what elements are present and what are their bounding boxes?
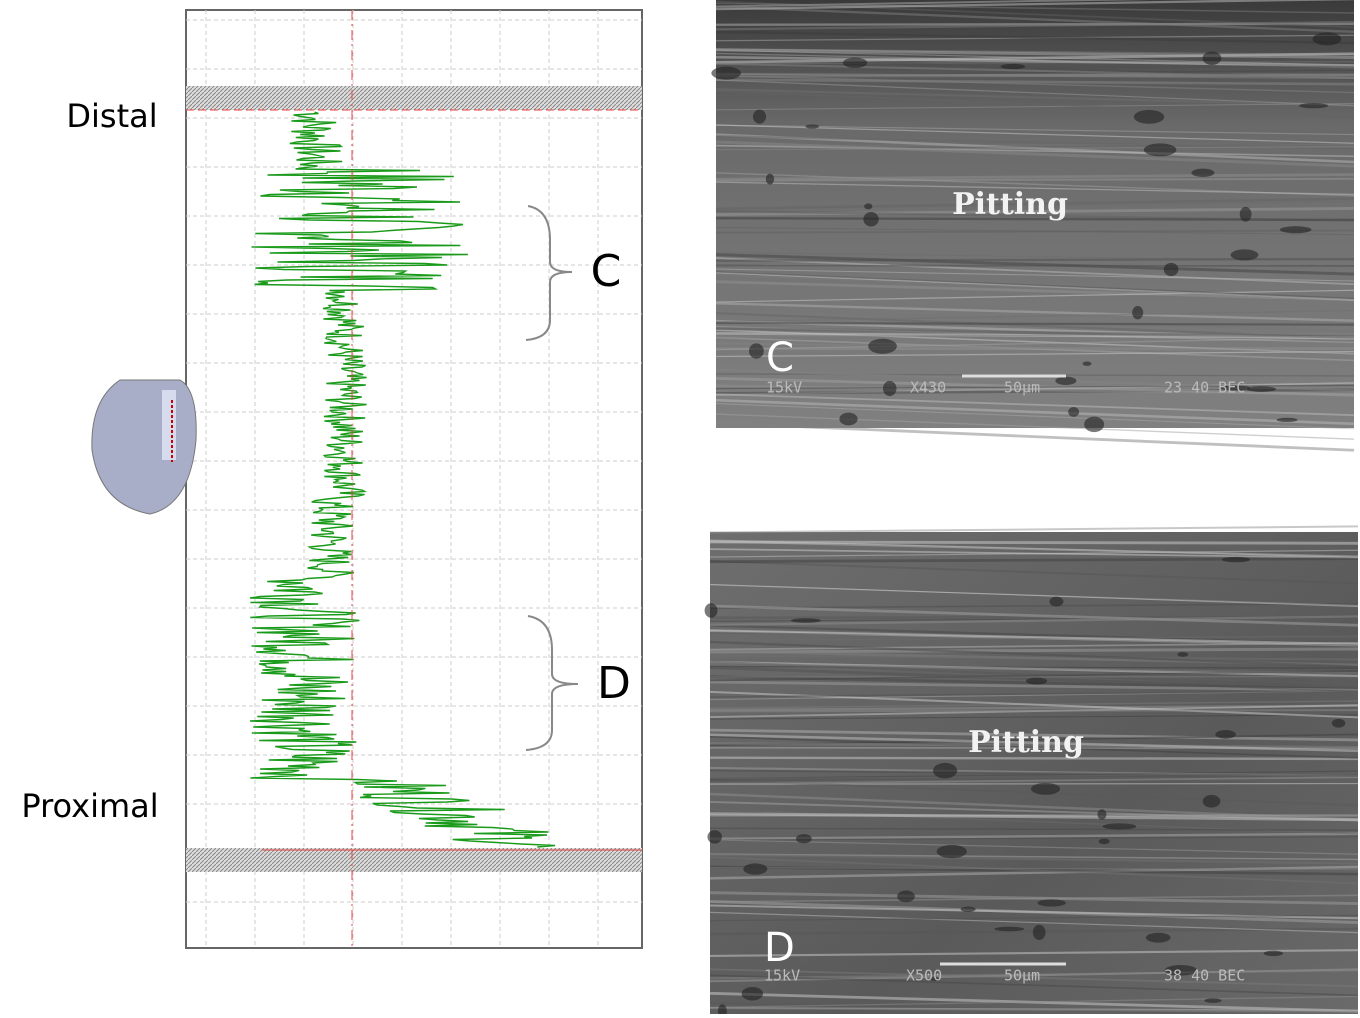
pit	[1031, 783, 1060, 795]
sem-info: 50µm	[1004, 379, 1040, 397]
pit	[707, 830, 722, 843]
annotation: Pitting	[952, 187, 1068, 222]
pit	[1332, 719, 1345, 728]
pit	[843, 58, 867, 68]
pit	[933, 763, 957, 779]
pit	[1102, 823, 1136, 829]
pit	[1191, 169, 1214, 177]
texture-line	[710, 710, 1358, 711]
pit	[1134, 110, 1165, 124]
pit	[994, 927, 1024, 932]
pit	[1146, 933, 1171, 943]
pit	[864, 203, 872, 209]
region-label: C	[591, 246, 622, 297]
hatched-band	[186, 848, 642, 872]
texture-line	[716, 259, 1354, 261]
pit	[863, 212, 878, 227]
pit	[1164, 263, 1179, 276]
pit	[1277, 418, 1298, 422]
pit	[1083, 361, 1092, 365]
pit	[883, 381, 897, 396]
sem-info: X500	[906, 967, 942, 985]
pit	[1264, 951, 1283, 956]
pit	[1203, 795, 1221, 808]
pit	[1068, 407, 1079, 417]
pit	[868, 339, 897, 354]
pit	[1001, 64, 1026, 69]
sem-info: 38 40 BEC	[1164, 967, 1245, 985]
pit	[1097, 809, 1106, 819]
pit	[1313, 32, 1342, 45]
pit	[1026, 678, 1047, 685]
image-letter: D	[764, 925, 795, 971]
figure: Distal Proximal C D Pitting C 15kV X430 …	[0, 0, 1360, 1014]
sem-info: 15kV	[766, 379, 802, 397]
sem-info: 50µm	[1004, 967, 1040, 985]
pit	[705, 603, 718, 617]
region-label: D	[597, 658, 631, 709]
texture-line	[710, 542, 1358, 543]
pit	[796, 834, 812, 843]
pit	[1177, 652, 1188, 657]
profile-plot	[186, 10, 642, 948]
texture-line	[710, 526, 1358, 532]
pit	[766, 174, 774, 185]
sem-image: Pitting C 15kV X430 50µm 23 40 BEC	[711, 0, 1354, 450]
pit	[1132, 306, 1143, 319]
annotation: Pitting	[968, 725, 1084, 760]
sem-info: X430	[910, 379, 946, 397]
distal-label: Distal	[66, 97, 157, 135]
pit	[1037, 899, 1065, 906]
pit	[1203, 51, 1222, 65]
implant-icon	[92, 380, 196, 514]
pit	[1055, 377, 1076, 385]
pit	[937, 845, 967, 858]
pit	[711, 67, 741, 80]
pit	[1247, 386, 1276, 392]
proximal-label: Proximal	[21, 787, 158, 825]
sem-image: Pitting D 15kV X500 50µm 38 40 BEC	[705, 526, 1358, 1014]
pit	[1222, 557, 1250, 562]
pit	[753, 110, 766, 124]
pit	[791, 618, 821, 623]
image-letter: C	[766, 335, 794, 381]
pit	[742, 987, 763, 1001]
pit	[839, 413, 857, 426]
pit	[749, 343, 764, 358]
sem-info: 23 40 BEC	[1164, 379, 1245, 397]
sem-info: 15kV	[764, 967, 800, 985]
pit	[805, 124, 819, 128]
hatched-band	[186, 86, 642, 110]
pit	[1240, 207, 1252, 222]
pit	[1231, 249, 1259, 260]
pit	[743, 863, 767, 874]
pit	[897, 890, 915, 902]
pit	[1050, 597, 1064, 607]
pit	[1204, 998, 1221, 1003]
pit	[1033, 925, 1046, 940]
pit	[1299, 103, 1328, 108]
pit	[1144, 143, 1177, 156]
pit	[1280, 226, 1312, 233]
pit	[961, 907, 976, 912]
pit	[1084, 417, 1104, 432]
pit	[1099, 839, 1110, 845]
pit	[1215, 730, 1236, 739]
